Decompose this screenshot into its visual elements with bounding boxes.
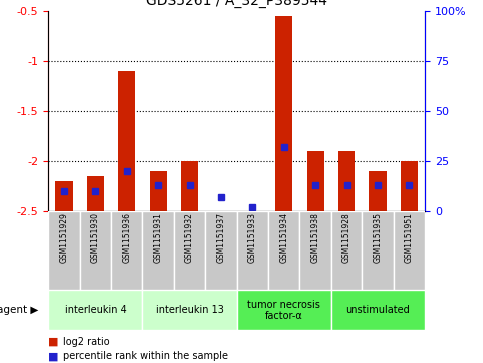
- Bar: [111, 211, 142, 290]
- Bar: [142, 211, 174, 290]
- Bar: [80, 211, 111, 290]
- Bar: [56, 180, 72, 211]
- Text: unstimulated: unstimulated: [345, 305, 411, 315]
- Bar: [338, 151, 355, 211]
- Text: interleukin 4: interleukin 4: [65, 305, 126, 315]
- Bar: [299, 211, 331, 290]
- Text: log2 ratio: log2 ratio: [63, 337, 110, 347]
- Bar: [307, 151, 324, 211]
- Bar: [331, 290, 425, 330]
- Bar: [118, 71, 135, 211]
- Text: GSM1151937: GSM1151937: [216, 212, 226, 263]
- Bar: [401, 160, 418, 211]
- Text: tumor necrosis
factor-α: tumor necrosis factor-α: [247, 299, 320, 321]
- Bar: [331, 211, 362, 290]
- Text: GSM1151928: GSM1151928: [342, 212, 351, 263]
- Text: GSM1151933: GSM1151933: [248, 212, 257, 263]
- Title: GDS5261 / A_32_P389544: GDS5261 / A_32_P389544: [146, 0, 327, 8]
- Bar: [48, 290, 142, 330]
- Text: GSM1151935: GSM1151935: [373, 212, 383, 263]
- Text: interleukin 13: interleukin 13: [156, 305, 224, 315]
- Bar: [181, 160, 198, 211]
- Bar: [87, 176, 104, 211]
- Bar: [369, 171, 386, 211]
- Text: percentile rank within the sample: percentile rank within the sample: [63, 351, 228, 362]
- Bar: [268, 211, 299, 290]
- Bar: [205, 211, 237, 290]
- Bar: [275, 16, 292, 211]
- Text: agent ▶: agent ▶: [0, 305, 39, 315]
- Text: GSM1151938: GSM1151938: [311, 212, 320, 263]
- Text: GSM1151951: GSM1151951: [405, 212, 414, 263]
- Text: ■: ■: [48, 351, 59, 362]
- Bar: [237, 290, 331, 330]
- Text: GSM1151932: GSM1151932: [185, 212, 194, 263]
- Bar: [150, 171, 167, 211]
- Bar: [237, 211, 268, 290]
- Text: GSM1151931: GSM1151931: [154, 212, 163, 263]
- Bar: [174, 211, 205, 290]
- Text: ■: ■: [48, 337, 59, 347]
- Text: GSM1151929: GSM1151929: [59, 212, 69, 263]
- Bar: [394, 211, 425, 290]
- Text: GSM1151934: GSM1151934: [279, 212, 288, 263]
- Bar: [362, 211, 394, 290]
- Text: GSM1151936: GSM1151936: [122, 212, 131, 263]
- Bar: [142, 290, 237, 330]
- Bar: [48, 211, 80, 290]
- Text: GSM1151930: GSM1151930: [91, 212, 100, 263]
